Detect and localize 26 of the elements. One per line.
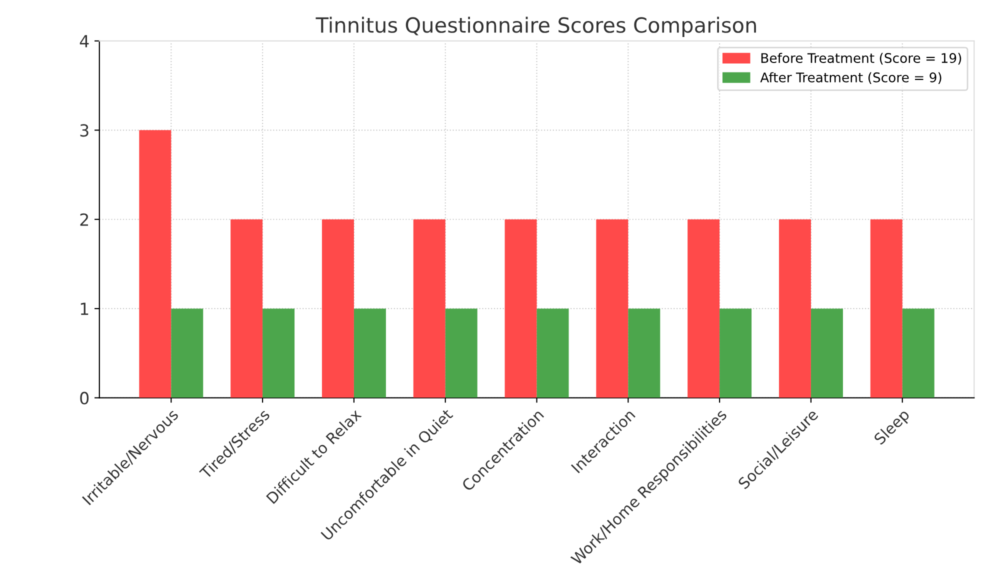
bar — [230, 219, 263, 398]
bar — [354, 308, 386, 398]
bar — [596, 219, 628, 398]
legend-label: Before Treatment (Score = 19) — [761, 52, 962, 65]
legend-label: After Treatment (Score = 9) — [760, 72, 942, 84]
bar — [720, 308, 752, 398]
bar — [628, 308, 660, 398]
bar — [902, 308, 934, 398]
bar — [139, 130, 172, 398]
y-tick-label: 0 — [80, 392, 89, 404]
bar — [688, 219, 720, 398]
y-tick-label: 4 — [80, 35, 89, 48]
bar — [171, 308, 204, 398]
chart-title: Tinnitus Questionnaire Scores Comparison — [316, 16, 756, 37]
bar — [445, 308, 478, 398]
bar — [504, 219, 537, 398]
bar — [262, 308, 295, 398]
bar — [810, 308, 843, 398]
y-tick-label: 2 — [80, 213, 88, 226]
bar — [413, 219, 446, 398]
bar — [870, 219, 902, 398]
bar — [322, 219, 354, 398]
bar — [778, 219, 811, 398]
y-tick-label: 1 — [80, 302, 88, 315]
y-tick-label: 3 — [80, 124, 88, 137]
bar — [536, 308, 569, 398]
